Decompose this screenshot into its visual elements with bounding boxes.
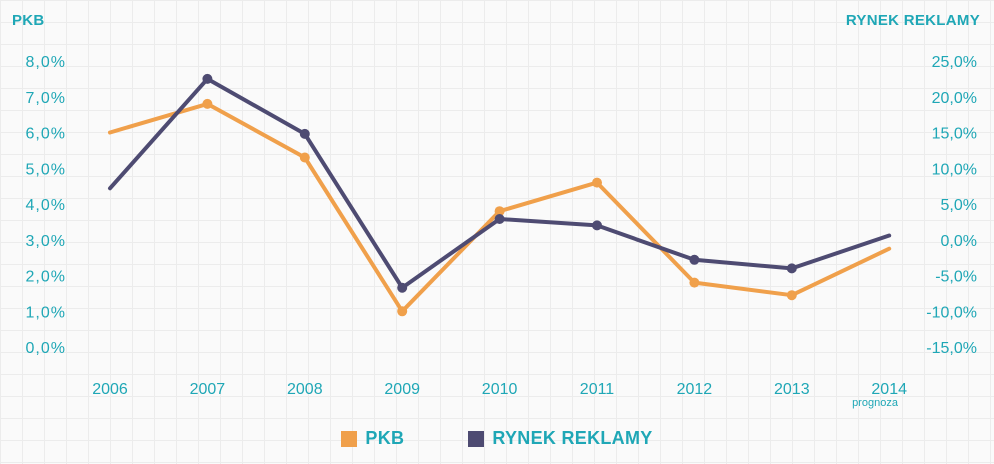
data-point-rynek-reklamy (592, 220, 602, 231)
x-tick-label: 2007 (190, 381, 226, 398)
right-tick-label: -10,0% (926, 304, 977, 321)
data-point-rynek-reklamy (786, 263, 797, 274)
forecast-note: prognoza (852, 397, 898, 409)
left-tick-label: 6,0% (26, 126, 66, 143)
legend-item-rynek-reklamy: RYNEK REKLAMY (468, 428, 652, 449)
data-point-rynek-reklamy (689, 254, 700, 265)
x-tick-label: 2012 (677, 381, 713, 398)
x-tick-label: 2013 (774, 381, 810, 398)
data-point-pkb (786, 290, 797, 301)
legend-swatch-pkb (341, 430, 358, 447)
left-tick-label: 0,0% (26, 340, 66, 357)
left-axis-title: PKB (12, 12, 45, 29)
legend-label-pkb: PKB (365, 428, 405, 448)
right-tick-label: 20,0% (932, 90, 977, 107)
data-point-pkb (397, 306, 408, 317)
data-point-rynek-reklamy (397, 282, 408, 293)
left-tick-label: 1,0% (26, 304, 66, 321)
left-tick-label: 2,0% (26, 269, 66, 286)
data-point-pkb (592, 177, 602, 188)
data-point-pkb (299, 152, 310, 163)
series-line-rynek-reklamy (108, 76, 892, 290)
left-tick-label: 5,0% (26, 161, 66, 178)
right-tick-label: -5,0% (935, 269, 977, 286)
x-tick-label: 2010 (482, 381, 518, 398)
right-tick-label: 5,0% (941, 197, 977, 214)
legend-swatch-rynek-reklamy (468, 430, 485, 447)
right-tick-label: 0,0% (941, 233, 977, 250)
left-tick-label: 7,0% (26, 90, 66, 107)
right-tick-label: 10,0% (932, 161, 977, 178)
data-point-rynek-reklamy (299, 128, 310, 139)
x-tick-label: 2011 (580, 381, 615, 398)
x-tick-label: 2014 (871, 381, 907, 398)
left-tick-label: 3,0% (26, 233, 66, 250)
data-point-pkb (494, 206, 505, 217)
data-point-pkb (202, 98, 213, 109)
x-tick-label: 2009 (384, 381, 420, 398)
right-tick-label: -15,0% (926, 340, 977, 357)
data-point-rynek-reklamy (202, 73, 213, 84)
legend-item-pkb: PKB (341, 428, 404, 449)
left-tick-label: 4,0% (26, 197, 66, 214)
x-tick-label: 2006 (92, 381, 128, 398)
data-point-rynek-reklamy (494, 214, 505, 224)
left-tick-label: 8,0% (26, 54, 66, 71)
legend: PKB RYNEK REKLAMY (0, 428, 994, 449)
data-point-pkb (689, 277, 700, 288)
right-tick-label: 15,0% (932, 126, 977, 143)
legend-label-rynek-reklamy: RYNEK REKLAMY (492, 428, 653, 448)
right-axis-title: RYNEK REKLAMY (845, 12, 980, 29)
x-tick-label: 2008 (287, 381, 323, 398)
right-tick-label: 25,0% (932, 54, 977, 71)
